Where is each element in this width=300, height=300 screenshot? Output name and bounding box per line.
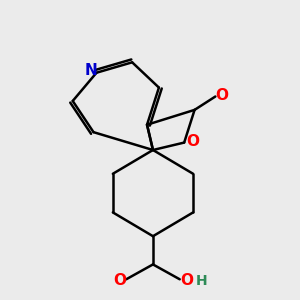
Text: O: O — [180, 273, 193, 288]
Text: O: O — [215, 88, 228, 103]
Text: N: N — [85, 63, 98, 78]
Text: O: O — [113, 273, 126, 288]
Text: O: O — [186, 134, 199, 148]
Text: H: H — [195, 274, 207, 288]
